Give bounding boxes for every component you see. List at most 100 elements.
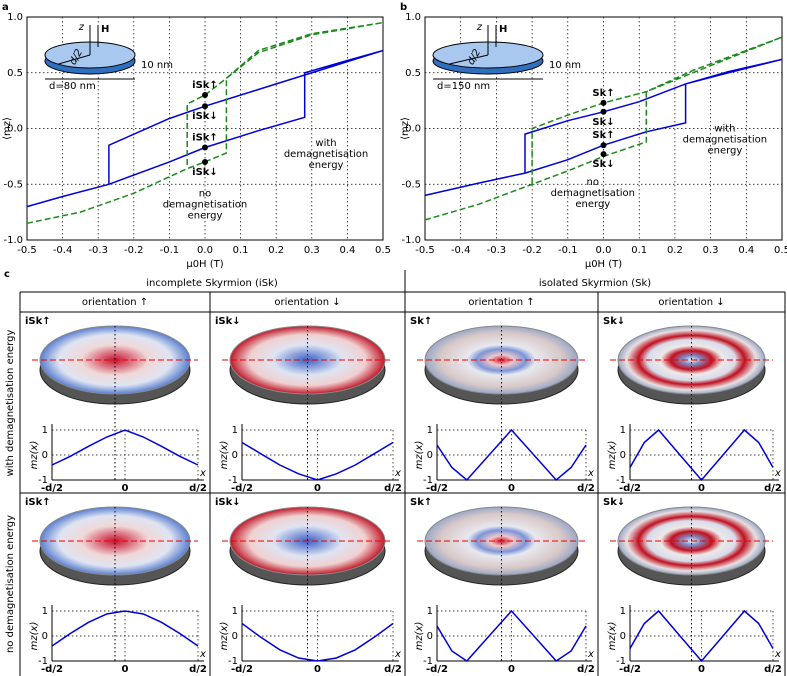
x-tick-label: 0.0 — [197, 245, 213, 256]
x-tick-label: -d/2 — [426, 664, 448, 675]
x-tick-label: 0.2 — [268, 245, 284, 256]
cell-label: Sk↓ — [603, 316, 625, 327]
y-tick-label: -0.5 — [401, 179, 421, 190]
y-axis-label: mz(x) — [29, 441, 40, 470]
state-point — [600, 99, 607, 106]
y-tick-label: -1 — [616, 656, 626, 667]
x-tick-label: -0.2 — [124, 245, 144, 256]
cell-label: iSk↓ — [215, 497, 241, 508]
panel-label: b — [400, 2, 407, 13]
y-tick-label: 1.0 — [405, 12, 421, 23]
x-axis-label: x — [774, 468, 781, 479]
x-tick-label: d/2 — [764, 483, 782, 494]
y-axis-label: mz(x) — [414, 441, 425, 470]
column-header: orientation ↑ — [468, 297, 534, 308]
series-annotation: no demagnetisation energy — [551, 177, 635, 210]
series-line — [51, 429, 199, 466]
state-label: iSk↓ — [192, 167, 218, 178]
x-tick-label: d/2 — [577, 664, 595, 675]
y-tick-label: 1 — [427, 606, 433, 617]
plot-frame — [424, 16, 783, 241]
x-axis-label: x — [394, 649, 401, 660]
series-line — [241, 441, 394, 481]
x-tick-label: 0 — [698, 664, 705, 675]
y-tick-label: -0.5 — [3, 179, 23, 190]
x-tick-label: 0.4 — [738, 245, 754, 256]
y-tick-label: 1 — [427, 425, 433, 436]
x-tick-label: 0 — [314, 664, 321, 675]
state-label: Sk↓ — [592, 117, 614, 128]
y-tick-label: 0.0 — [405, 124, 421, 135]
y-tick-label: -1 — [228, 475, 238, 486]
x-tick-label: -0.1 — [558, 245, 578, 256]
y-axis-label: mz(x) — [29, 622, 40, 651]
y-tick-label: 0 — [42, 631, 48, 642]
x-tick-label: 0 — [122, 483, 129, 494]
y-tick-label: -1 — [423, 475, 433, 486]
y-tick-label: 0 — [232, 631, 238, 642]
y-tick-label: 1.0 — [7, 12, 23, 23]
state-label: Sk↓ — [592, 159, 614, 170]
state-point — [202, 92, 208, 99]
x-tick-label: -d/2 — [231, 664, 253, 675]
x-tick-label: 0.0 — [596, 245, 612, 256]
y-axis-label: ⟨mz⟩ — [400, 117, 411, 140]
state-point — [600, 151, 607, 158]
x-tick-label: -0.3 — [88, 245, 108, 256]
series-line — [241, 622, 394, 662]
inset-label: d=80 nm — [49, 81, 96, 92]
x-tick-label: d/2 — [577, 483, 595, 494]
x-tick-label: 0.1 — [631, 245, 647, 256]
state-label: iSk↓ — [192, 111, 218, 122]
y-axis-label: mz(x) — [414, 622, 425, 651]
x-tick-label: d/2 — [384, 483, 402, 494]
x-tick-label: 0.5 — [774, 245, 787, 256]
y-tick-label: 0.5 — [405, 68, 421, 79]
cell-label: Sk↓ — [603, 497, 625, 508]
cell-label: iSk↓ — [215, 316, 241, 327]
series-annotation: no demagnetisation energy — [163, 188, 247, 221]
series-line — [424, 58, 783, 197]
column-header: orientation ↓ — [658, 297, 724, 308]
x-tick-label: -d/2 — [619, 483, 641, 494]
y-tick-label: -1.0 — [401, 235, 421, 246]
x-tick-label: 0 — [508, 664, 515, 675]
x-tick-label: -0.3 — [487, 245, 507, 256]
x-tick-label: 0.3 — [304, 245, 320, 256]
x-tick-label: 0 — [508, 483, 515, 494]
cell-label: iSk↑ — [25, 497, 51, 508]
state-point — [600, 142, 607, 149]
series-annotation: with demagnetisation energy — [284, 138, 368, 171]
panel-c-frame — [19, 270, 786, 676]
x-tick-label: -0.2 — [522, 245, 542, 256]
y-tick-label: 0 — [427, 631, 433, 642]
cell-label: Sk↑ — [410, 497, 432, 508]
x-tick-label: 0.2 — [667, 245, 683, 256]
x-tick-label: -0.4 — [53, 245, 73, 256]
x-tick-label: d/2 — [384, 664, 402, 675]
x-tick-label: -0.5 — [17, 245, 37, 256]
inset-radius — [449, 54, 489, 65]
y-tick-label: -1 — [423, 656, 433, 667]
y-axis-label: ⟨mz⟩ — [2, 117, 13, 140]
y-tick-label: 0 — [620, 450, 626, 461]
state-point — [600, 108, 607, 115]
x-tick-label: -0.4 — [451, 245, 471, 256]
y-tick-label: -1.0 — [3, 235, 23, 246]
x-tick-label: 0.5 — [375, 245, 391, 256]
y-tick-label: 0 — [427, 450, 433, 461]
y-axis-label: mz(x) — [219, 441, 230, 470]
y-tick-label: -1 — [38, 475, 48, 486]
x-axis-label: x — [199, 468, 206, 479]
state-point — [202, 158, 208, 165]
state-label: Sk↑ — [592, 130, 614, 141]
column-header: orientation ↓ — [274, 297, 340, 308]
cell-label: iSk↑ — [25, 316, 51, 327]
y-tick-label: 0 — [232, 450, 238, 461]
state-label: Sk↑ — [592, 88, 614, 99]
y-tick-label: 1 — [232, 425, 238, 436]
row-header: no demagnetisation energy — [5, 515, 16, 653]
y-tick-label: -1 — [616, 475, 626, 486]
x-tick-label: -0.1 — [160, 245, 180, 256]
